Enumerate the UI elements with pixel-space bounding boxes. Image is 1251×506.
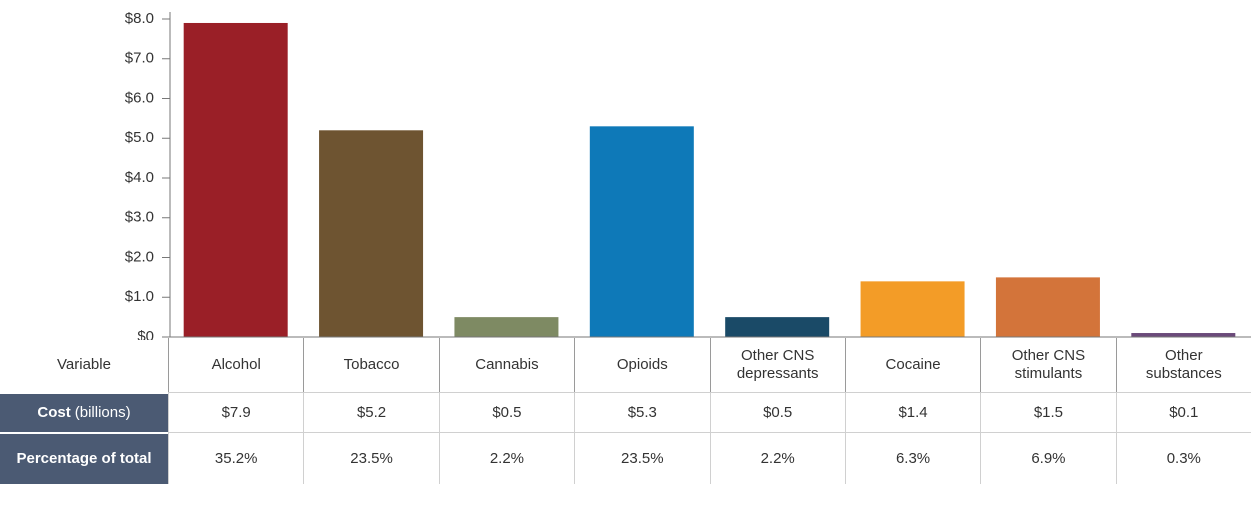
- chart: $0 $1.0 $2.0 $3.0 $4.0 $5.0 $6.0 $7.0 $8.0: [125, 10, 1251, 340]
- category-label: Tobacco: [303, 338, 438, 392]
- percentage-label: 23.5%: [574, 432, 710, 484]
- bar: [1131, 333, 1236, 337]
- y-tick-label: $5.0: [125, 129, 154, 146]
- value-label: $0.5: [709, 392, 845, 432]
- bar: [589, 126, 694, 337]
- y-tick-label: $3.0: [125, 209, 154, 226]
- bar: [319, 130, 424, 337]
- row-label: Cost (billions): [0, 392, 168, 432]
- y-tick-label: $0: [137, 328, 154, 340]
- bar: [725, 317, 830, 337]
- y-tick-label: $7.0: [125, 50, 154, 67]
- row-label-bold: Cost: [37, 404, 71, 421]
- category-label: Alcohol: [168, 338, 303, 392]
- category-label: Other CNS depressants: [709, 338, 845, 392]
- data-table: Variable Alcohol Tobacco Cannabis Opioids Oth…: [0, 338, 1251, 484]
- category-label: Opioids: [574, 338, 709, 392]
- category-label: Other CNS stimulants: [980, 338, 1115, 392]
- percentage-label: 2.2%: [709, 432, 845, 484]
- percentage-label: 6.9%: [980, 432, 1116, 484]
- bar: [183, 22, 288, 337]
- percentage-label: 6.3%: [844, 432, 981, 484]
- y-tick-label: $6.0: [125, 89, 154, 106]
- bar: [454, 317, 559, 337]
- value-label: $1.5: [980, 392, 1116, 432]
- category-label: Cannabis: [438, 338, 574, 392]
- percentage-label: 0.3%: [1115, 432, 1251, 484]
- row-label: Variable: [57, 356, 111, 373]
- percentage-label: 23.5%: [303, 432, 439, 484]
- row-label: Percentage of total: [0, 432, 168, 484]
- value-label: $5.3: [574, 392, 710, 432]
- category-label: Other substances: [1115, 338, 1251, 392]
- value-label: $0.1: [1115, 392, 1251, 432]
- value-label: $0.5: [438, 392, 575, 432]
- y-tick-label: $2.0: [125, 248, 154, 265]
- value-label: $7.9: [168, 392, 304, 432]
- value-label: $5.2: [303, 392, 439, 432]
- bar: [995, 277, 1100, 337]
- category-label: Cocaine: [844, 338, 980, 392]
- y-tick-label: $4.0: [125, 169, 154, 186]
- percentage-label: 35.2%: [168, 432, 304, 484]
- row-label-unit: (billions): [74, 404, 131, 421]
- bar: [860, 281, 965, 337]
- y-tick-label: $8.0: [125, 10, 154, 27]
- y-tick-label: $1.0: [125, 288, 154, 305]
- value-label: $1.4: [844, 392, 981, 432]
- percentage-label: 2.2%: [438, 432, 575, 484]
